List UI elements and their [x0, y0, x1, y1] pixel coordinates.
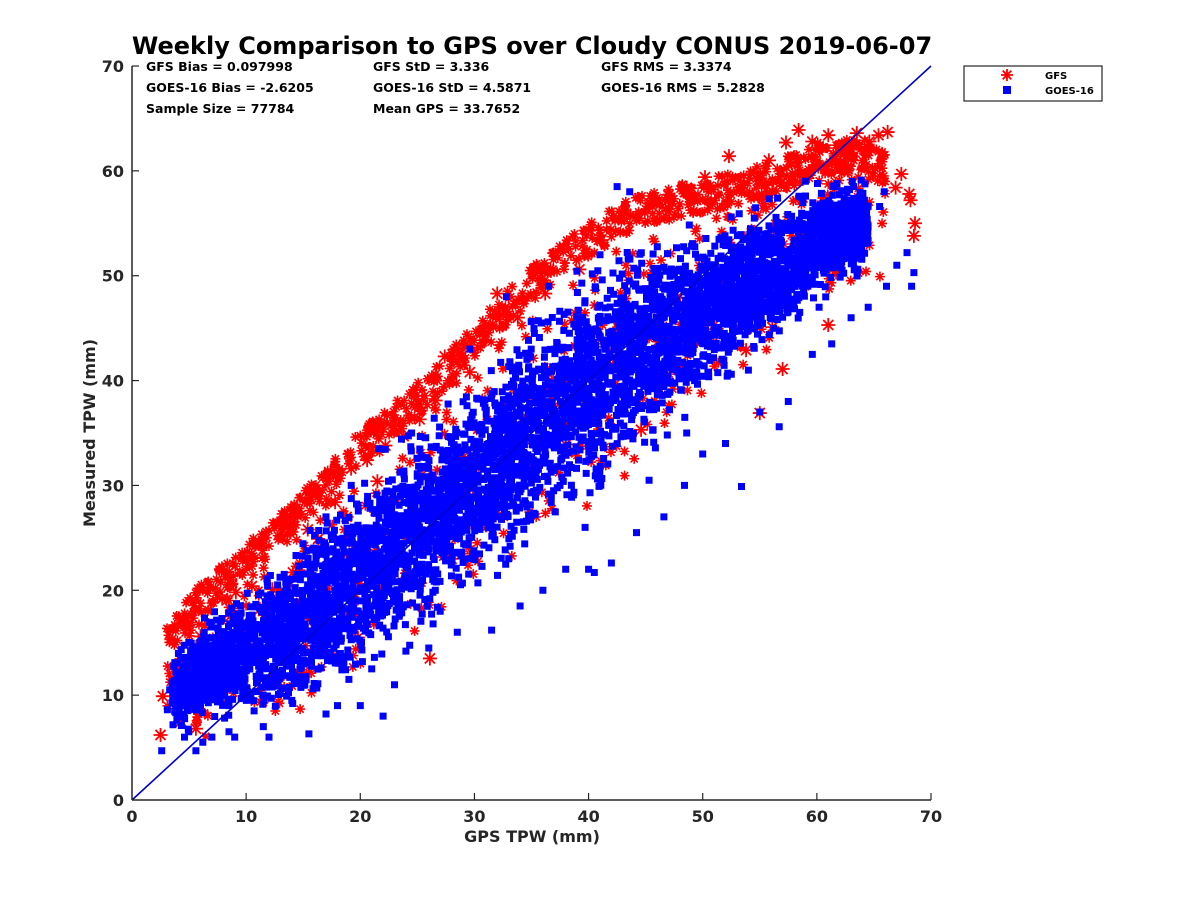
- gfs-point: [437, 349, 452, 364]
- x-tick-label: 50: [692, 807, 714, 826]
- gfs-point: [215, 591, 230, 606]
- y-axis-ticks: 0 10 20 30 40 50 60 70: [102, 57, 139, 810]
- y-tick-label: 30: [102, 476, 124, 495]
- goes16-series-points: [158, 176, 918, 755]
- stat-mean-gps: Mean GPS = 33.7652: [373, 101, 520, 116]
- gfs-point: [679, 180, 694, 195]
- gfs-point: [244, 579, 259, 594]
- gfs-point: [619, 206, 634, 221]
- gfs-point: [821, 317, 836, 332]
- gfs-point: [833, 154, 848, 169]
- legend-gfs-label: GFS: [1045, 71, 1067, 82]
- goes16-scatter-markers: [158, 176, 918, 755]
- gfs-point: [155, 689, 170, 704]
- gfs-point: [908, 216, 923, 231]
- gfs-point: [462, 365, 477, 380]
- gfs-point: [888, 180, 903, 195]
- gfs-point: [736, 178, 751, 193]
- gfs-point: [779, 135, 794, 150]
- x-axis-ticks: 0 10 20 30 40 50 60 70: [126, 793, 942, 826]
- legend-asterisk-shape: [1001, 69, 1013, 81]
- gfs-point: [761, 153, 776, 168]
- x-axis-label: GPS TPW (mm): [464, 827, 600, 846]
- stat-gfs-std: GFS StD = 3.336: [373, 59, 490, 74]
- x-tick-label: 20: [349, 807, 371, 826]
- gfs-point: [265, 582, 280, 597]
- gfs-point: [153, 727, 168, 742]
- gfs-point: [360, 453, 375, 468]
- statistics-panel: GFS Bias = 0.097998 GFS StD = 3.336 GFS …: [146, 59, 765, 116]
- gfs-point: [903, 193, 918, 208]
- stat-goes16-std: GOES-16 StD = 4.5871: [373, 80, 531, 95]
- gfs-point: [645, 199, 660, 214]
- gfs-point: [906, 228, 921, 243]
- x-tick-label: 70: [920, 807, 942, 826]
- y-tick-label: 10: [102, 686, 124, 705]
- gfs-point: [902, 186, 917, 201]
- x-tick-label: 0: [126, 807, 137, 826]
- gfs-point: [894, 167, 909, 182]
- gfs-point: [538, 286, 553, 301]
- stat-goes16-rms: GOES-16 RMS = 5.2828: [601, 80, 765, 95]
- gfs-point: [378, 438, 393, 453]
- gfs-point: [721, 149, 736, 164]
- gfs-point: [697, 170, 712, 185]
- stat-gfs-bias: GFS Bias = 0.097998: [146, 59, 293, 74]
- gfs-point: [285, 565, 300, 580]
- gfs-point: [510, 310, 525, 325]
- gfs-point: [791, 122, 806, 137]
- stat-sample-size: Sample Size = 77784: [146, 101, 295, 116]
- gfs-point: [594, 233, 609, 248]
- gfs-point: [328, 495, 343, 510]
- one-to-one-reference-line: [131, 65, 932, 801]
- gfs-point: [821, 128, 836, 143]
- gfs-point: [228, 585, 243, 600]
- gfs-point: [450, 342, 465, 357]
- y-tick-label: 0: [113, 791, 124, 810]
- x-tick-label: 40: [577, 807, 599, 826]
- stat-goes16-bias: GOES-16 Bias = -2.6205: [146, 80, 314, 95]
- y-tick-label: 60: [102, 162, 124, 181]
- gfs-point: [412, 412, 427, 427]
- x-tick-label: 30: [463, 807, 485, 826]
- y-axis-label: Measured TPW (mm): [80, 339, 99, 527]
- gfs-point: [805, 134, 820, 149]
- gfs-point: [880, 125, 895, 140]
- plot-points: [153, 122, 923, 755]
- gfs-point: [188, 721, 203, 736]
- y-tick-label: 70: [102, 57, 124, 76]
- stat-gfs-rms: GFS RMS = 3.3374: [601, 59, 732, 74]
- axes: [131, 66, 931, 801]
- gfs-point: [174, 714, 189, 729]
- legend-gfs-asterisk-marker: [1001, 69, 1013, 81]
- chart-title: Weekly Comparison to GPS over Cloudy CON…: [132, 32, 932, 60]
- legend-goes16-square-marker: [1003, 86, 1011, 94]
- gfs-point: [490, 286, 505, 301]
- legend-goes16-label: GOES-16: [1045, 86, 1094, 97]
- gfs-point: [370, 474, 385, 489]
- gfs-point: [775, 362, 790, 377]
- gfs-point: [634, 422, 649, 437]
- legend-box: [963, 65, 1103, 102]
- gfs-point: [871, 128, 886, 143]
- gfs-point: [661, 187, 676, 202]
- gfs-point: [862, 134, 877, 149]
- gfs-point: [428, 393, 443, 408]
- x-tick-label: 60: [806, 807, 828, 826]
- gfs-point: [344, 461, 359, 476]
- legend: GFS GOES-16: [963, 65, 1103, 102]
- y-tick-label: 20: [102, 581, 124, 600]
- gfs-point: [422, 651, 437, 666]
- y-tick-label: 40: [102, 372, 124, 391]
- gfs-point: [739, 343, 754, 358]
- x-tick-label: 10: [235, 807, 257, 826]
- y-tick-label: 50: [102, 267, 124, 286]
